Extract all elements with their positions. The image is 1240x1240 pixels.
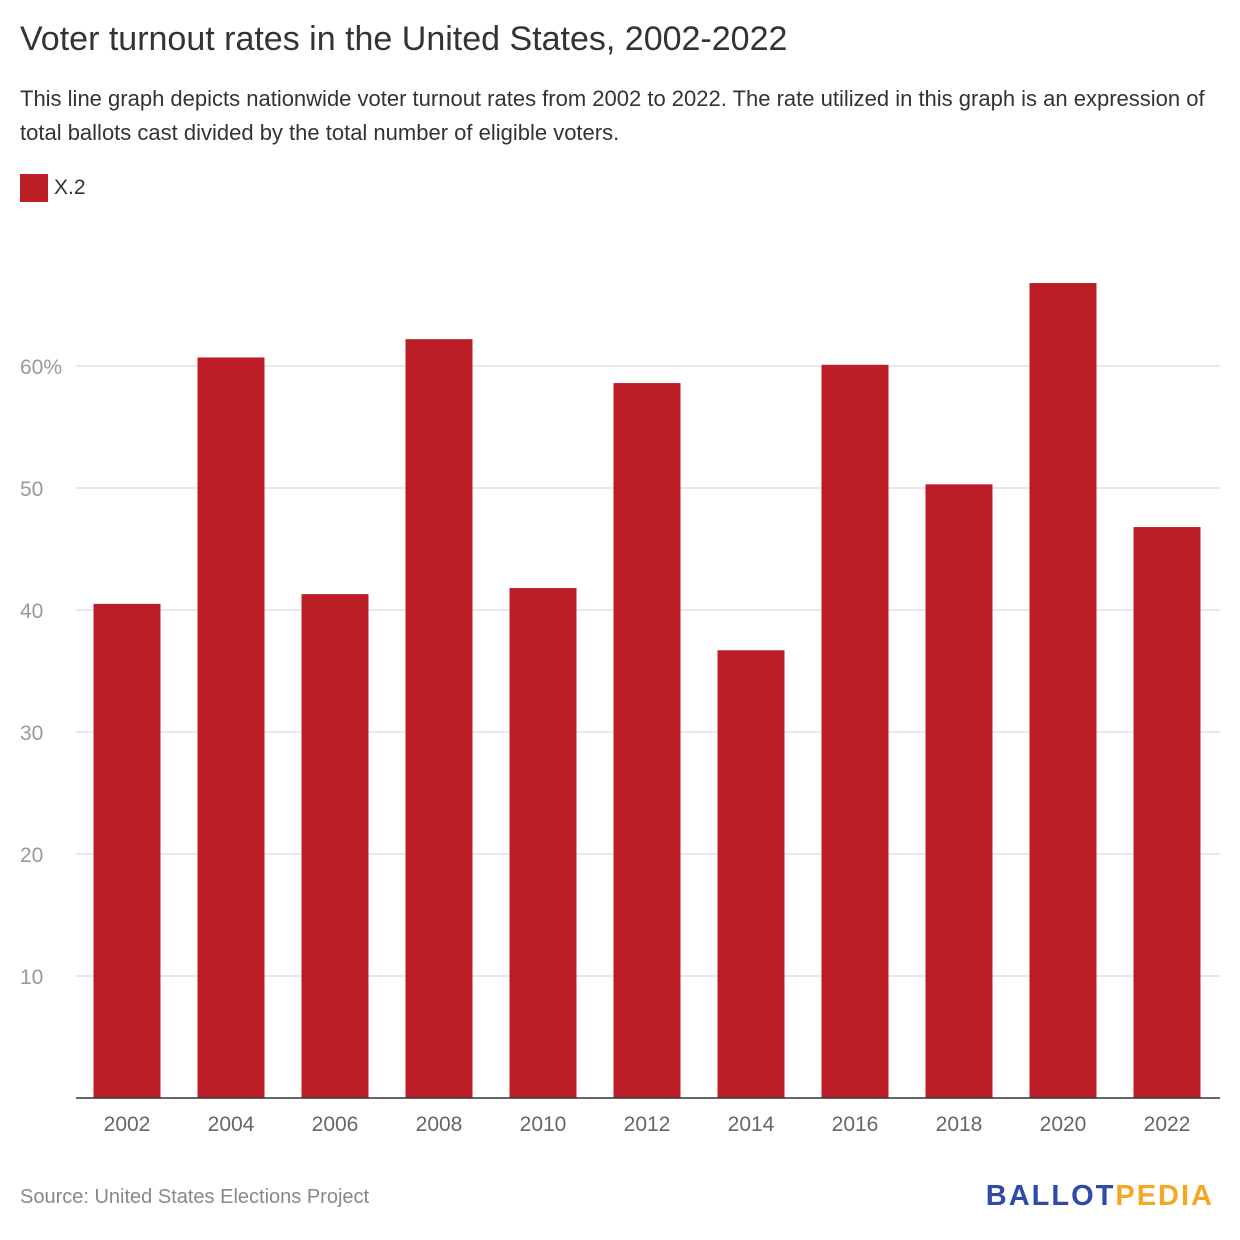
chart-subtitle: This line graph depicts nationwide voter…: [20, 86, 1205, 145]
bar-2014: [717, 650, 785, 1098]
source-note: Source: United States Elections Project: [20, 1186, 370, 1208]
y-tick-label: 20: [20, 844, 43, 867]
y-tick-label: 60%: [20, 356, 62, 379]
legend-swatch: [20, 174, 48, 202]
bar-2020: [1029, 283, 1097, 1098]
y-tick-label: 30: [20, 722, 43, 745]
x-tick-label: 2022: [1144, 1113, 1191, 1136]
logo-part-1: BALLOT: [985, 1180, 1116, 1212]
bar-2006: [301, 594, 369, 1098]
bar-2002: [93, 603, 161, 1098]
x-tick-label: 2008: [416, 1113, 463, 1136]
y-tick-label: 50: [20, 478, 43, 501]
x-tick-label: 2010: [520, 1113, 567, 1136]
x-tick-label: 2004: [208, 1113, 255, 1136]
x-tick-label: 2012: [624, 1113, 671, 1136]
y-tick-label: 40: [20, 600, 43, 623]
logo-part-2: PEDIA: [1115, 1180, 1214, 1212]
x-tick-label: 2018: [936, 1113, 983, 1136]
x-tick-label: 2020: [1040, 1113, 1087, 1136]
x-tick-label: 2002: [104, 1113, 151, 1136]
legend: X.2: [20, 174, 86, 202]
bar-2016: [821, 364, 889, 1098]
bar-2004: [197, 357, 265, 1099]
bar-2010: [509, 588, 577, 1098]
bar-chart: 10 20 30 40 50 60% 2002 2004 2006 2008 2010 2012 201…: [20, 283, 1220, 1136]
bar-2008: [405, 339, 473, 1098]
y-tick-label: 10: [20, 966, 43, 989]
bar-2012: [613, 383, 681, 1099]
bar-2018: [925, 484, 993, 1099]
bar-2022: [1133, 527, 1201, 1098]
x-tick-label: 2016: [832, 1113, 879, 1136]
chart-title: Voter turnout rates in the United States…: [20, 20, 788, 58]
x-tick-label: 2006: [312, 1113, 359, 1136]
x-tick-label: 2014: [728, 1113, 775, 1136]
ballotpedia-logo: BALLOTPEDIA: [986, 1180, 1214, 1213]
legend-label: X.2: [54, 176, 86, 199]
